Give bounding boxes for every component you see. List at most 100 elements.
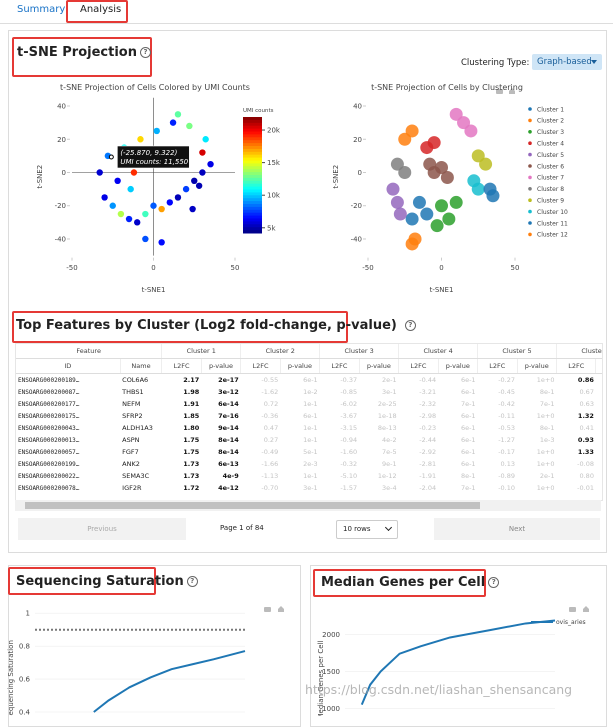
feature-cell: ENSOARG000200177… [18, 400, 80, 408]
value-cell: 3e-1 [382, 388, 397, 396]
tooltip [117, 145, 190, 169]
value-cell: 0.13 [500, 460, 516, 468]
group-header: Cluster 3 [319, 344, 400, 359]
table-row: ENSOARG000200022… SEMA3C 1.73 4e-9 -1.13 1e-1… [16, 470, 602, 482]
y-axis-label: t-SNE2 [36, 165, 44, 189]
cluster-point [386, 182, 400, 196]
clustering-dropdown[interactable]: Graph-based [532, 54, 602, 70]
page-info: Page 1 of 84 [220, 524, 264, 532]
x-tick-label: 50 [231, 264, 240, 272]
scrollbar-thumb[interactable] [25, 502, 480, 509]
value-cell: 2e-3 [303, 460, 318, 468]
table-row: ENSOARG000200057… FGF7 1.75 8e-14 -0.49 5e-1 -… [16, 446, 602, 458]
cluster-point [405, 124, 419, 138]
next-button[interactable]: Next [434, 518, 600, 540]
sub-header: L2FC [161, 358, 202, 374]
dropdown-value: Graph-based [537, 57, 592, 67]
value-cell: 7e-1 [460, 400, 476, 408]
value-cell: 6e-1 [460, 376, 476, 384]
help-icon[interactable]: ? [139, 47, 151, 58]
colorbar-step [243, 166, 262, 170]
cell-point [142, 235, 149, 243]
camera-icon[interactable] [569, 607, 576, 612]
value-cell: -0.27 [498, 376, 516, 384]
tab-rule [0, 23, 613, 24]
cell-point [134, 219, 141, 226]
table-row: ENSOARG000200189… COL6A6 2.17 2e-17 -0.55 6e-… [16, 374, 602, 387]
previous-button[interactable]: Previous [18, 518, 186, 540]
home-icon[interactable] [583, 606, 589, 612]
colorbar-step [243, 169, 262, 173]
value-cell: 1.72 [183, 484, 200, 492]
value-cell: -0.94 [340, 436, 358, 444]
value-cell: 1.91 [183, 400, 200, 408]
value-cell: 6e-14 [218, 400, 239, 408]
value-cell: 4e-12 [218, 484, 239, 492]
value-cell: -1.27 [498, 436, 516, 444]
sub-header: p-value [595, 358, 602, 374]
cluster-point [427, 136, 441, 150]
analysis-tab[interactable]: Analysis [80, 4, 122, 15]
sub-header: p-value [438, 358, 479, 374]
value-cell: -2.98 [419, 412, 437, 420]
colorbar-step [243, 160, 262, 164]
colorbar-step [243, 119, 262, 124]
chart-title: t-SNE Projection of Cells Colored by UMI… [60, 83, 250, 92]
feature-cell: ENSOARG000200175… [18, 412, 80, 420]
value-cell: 2e-17 [218, 376, 239, 384]
value-cell: 8e-14 [218, 448, 239, 456]
cluster-point [471, 182, 485, 196]
x-tick-label: 50 [511, 264, 520, 272]
value-cell: 3e-1 [303, 484, 318, 492]
feature-cell: ENSOARG000200189… [18, 376, 80, 384]
highlight-box [12, 37, 152, 77]
value-cell: 7e-5 [382, 448, 397, 456]
home-icon[interactable] [278, 606, 284, 612]
group-header: Cluster 5 [477, 344, 557, 359]
help-icon[interactable]: ? [404, 320, 416, 331]
y-tick-label: 0 [62, 169, 66, 177]
value-cell: -0.36 [261, 412, 279, 420]
summary-tab[interactable]: Summary [17, 4, 66, 15]
help-icon[interactable]: ? [186, 576, 198, 587]
sub-header: L2FC [477, 358, 518, 374]
cell-point [199, 149, 206, 156]
colorbar-step [243, 157, 262, 161]
value-cell: 1.73 [183, 472, 200, 480]
help-icon[interactable]: ? [488, 577, 500, 588]
legend-label: Cluster 10 [537, 209, 568, 216]
feature-cell: FGF7 [122, 448, 139, 456]
cluster-point [442, 212, 456, 226]
colorbar-step [243, 183, 262, 188]
sub-header: ID [16, 358, 121, 374]
camera-icon[interactable] [496, 89, 503, 94]
value-cell: -0.11 [498, 412, 516, 420]
value-cell: -2.81 [419, 460, 437, 468]
home-icon[interactable] [509, 88, 515, 94]
cell-point [207, 160, 214, 168]
colorbar-title: UMI counts [243, 108, 274, 114]
camera-icon[interactable] [264, 607, 271, 612]
line-chart: 1 0.8 0.6 0.4 Sequencing Saturation [7, 610, 246, 716]
value-cell: 8e-13 [377, 424, 397, 432]
table-row: ENSOARG000200177… NEFM 1.91 6e-14 0.72 1e-1 -6… [16, 398, 602, 410]
colorbar-step [243, 204, 262, 208]
cell-point [166, 199, 173, 206]
colorbar-step [243, 128, 262, 132]
value-cell: -1.57 [340, 484, 358, 492]
y-tick-label: 1 [26, 610, 30, 618]
group-header: Cluster 1 [161, 344, 242, 359]
value-cell: 2e-1 [539, 472, 555, 480]
cluster-point [449, 107, 463, 121]
value-cell: -0.70 [261, 484, 279, 492]
feature-cell: SEMA3C [122, 472, 150, 480]
value-cell: 1.32 [577, 412, 594, 420]
colorbar-step [243, 221, 262, 225]
colorbar-tick-label: 5k [267, 224, 276, 232]
value-cell: 1.75 [183, 436, 200, 444]
table-row: ENSOARG000200199… ANK2 1.73 6e-13 -1.66 2e-3 -… [16, 458, 602, 470]
rows-select[interactable]: 10 rows [336, 520, 398, 539]
legend-label: Cluster 7 [537, 175, 564, 182]
value-cell: 1e-18 [377, 412, 397, 420]
